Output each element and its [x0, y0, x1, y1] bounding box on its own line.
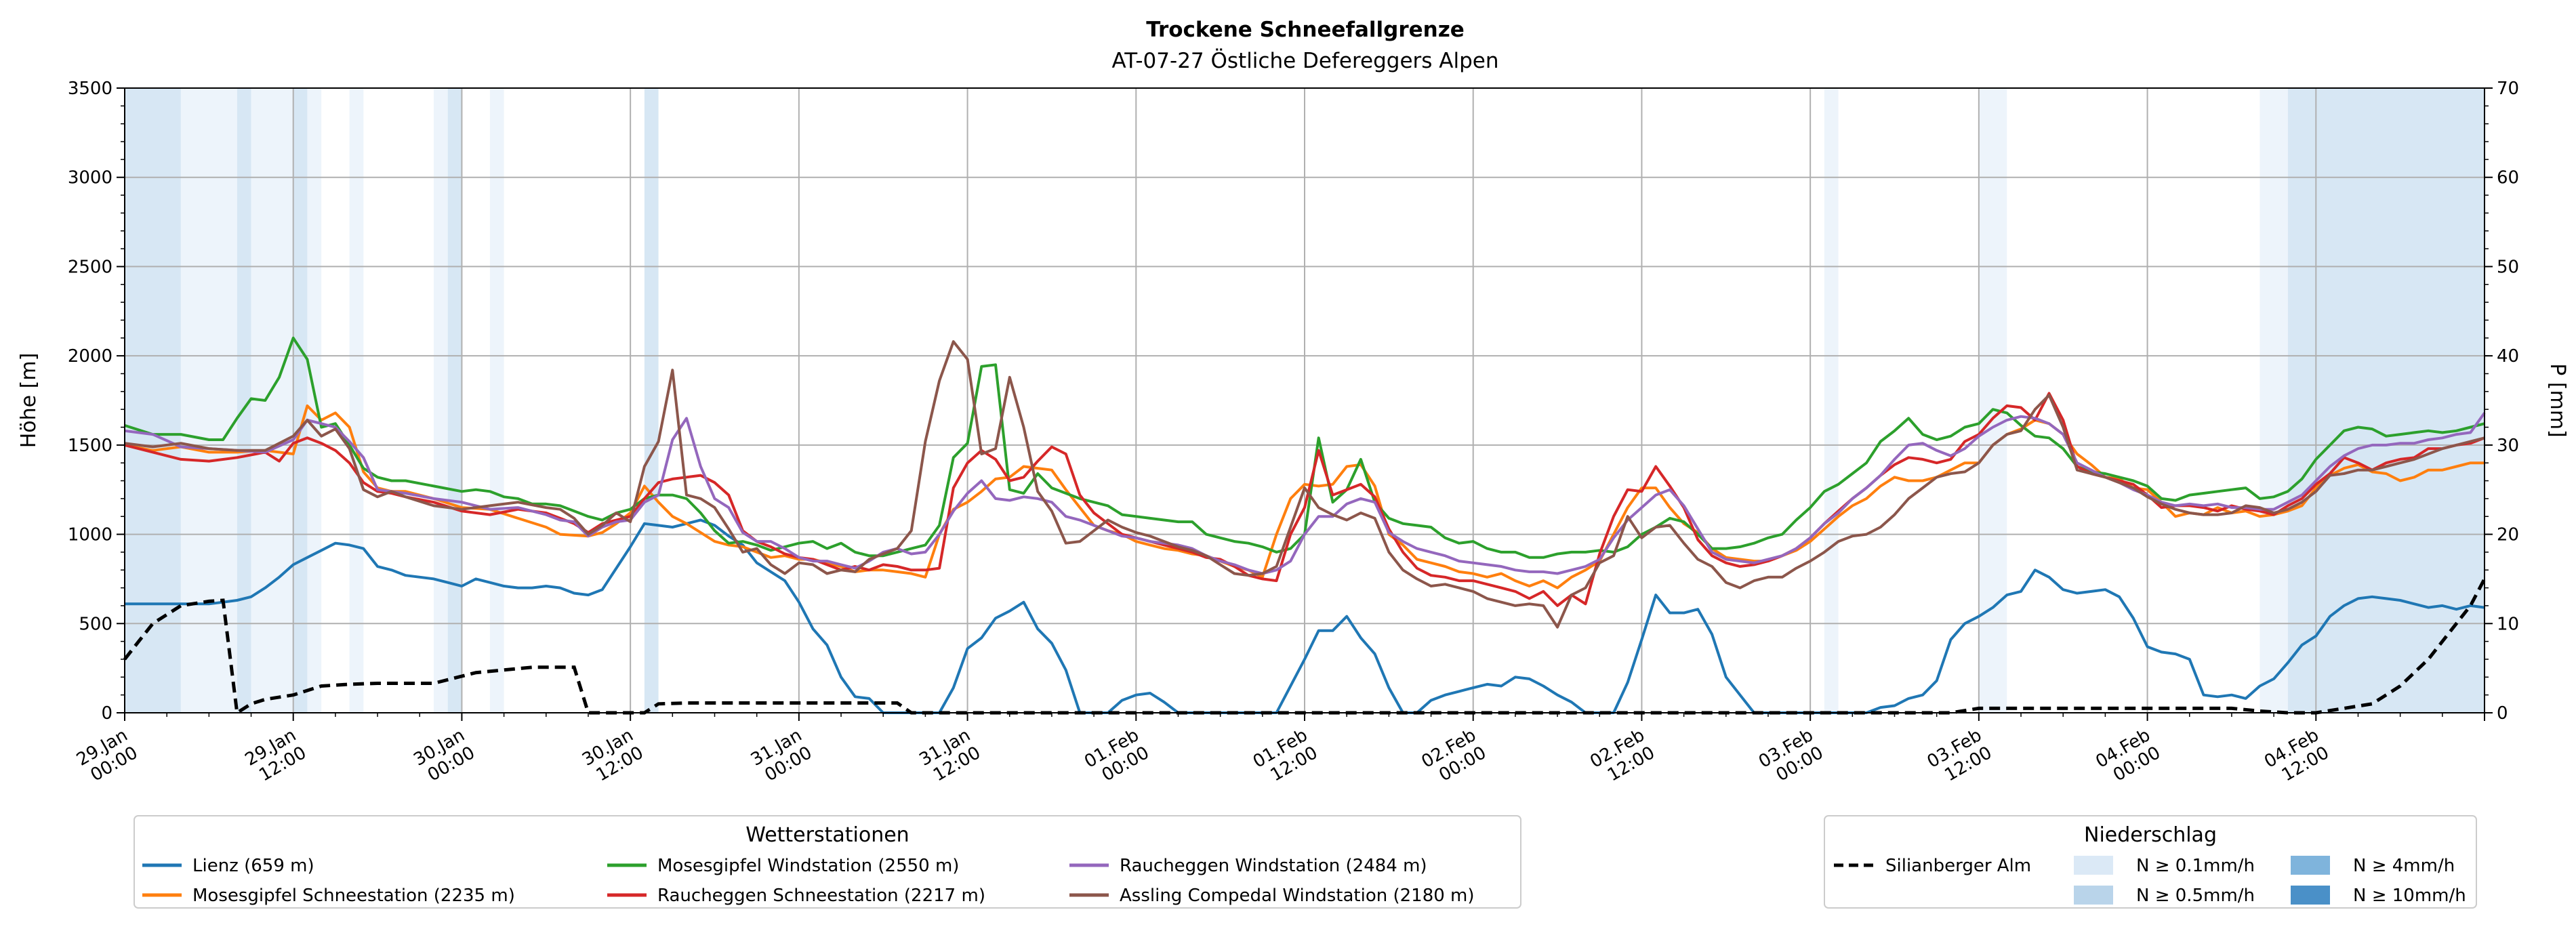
y-tick-label: 1000 — [68, 525, 113, 545]
legend-precip-line-label: Silianberger Alm — [1885, 856, 2031, 876]
precip-band — [447, 88, 462, 713]
y2-tick-label: 50 — [2497, 257, 2519, 277]
legend-precip-swatch — [2074, 886, 2113, 905]
y2-axis-ticks: 0 10 20 30 40 50 60 70 — [2485, 79, 2519, 724]
precip-band — [180, 88, 237, 713]
precip-band — [293, 88, 308, 713]
legend-station-label: Mosesgipfel Windstation (2550 m) — [657, 856, 959, 876]
legend-stations: Wetterstationen Lienz (659 m) Mosesgipfel… — [134, 815, 1521, 909]
y-axis-ticks: 0 500 1000 1500 2000 2500 3000 3500 — [68, 79, 125, 724]
precip-band — [307, 88, 322, 713]
legend-stations-title: Wetterstationen — [745, 823, 909, 847]
y2-tick-label: 10 — [2497, 614, 2519, 634]
precip-band — [489, 88, 504, 713]
y-tick-label: 500 — [79, 614, 113, 634]
y-tick-label: 0 — [101, 703, 113, 724]
precip-band — [1978, 88, 2007, 713]
precip-band — [2287, 88, 2485, 713]
y-tick-label: 1500 — [68, 436, 113, 456]
y2-tick-label: 20 — [2497, 525, 2519, 545]
legend-precip-title: Niederschlag — [2084, 823, 2217, 847]
legend-precip: Niederschlag Silianberger Alm N ≥ 0.1mm/… — [1824, 815, 2477, 909]
legend-precip-swatch — [2291, 886, 2330, 905]
y-tick-label: 2000 — [68, 346, 113, 367]
precip-band — [125, 88, 181, 713]
legend-precip-box — [1824, 815, 2477, 909]
legend-precip-label: N ≥ 0.1mm/h — [2136, 856, 2255, 876]
legend-stations-box — [134, 815, 1521, 909]
y-tick-label: 2500 — [68, 257, 113, 277]
precip-band — [2260, 88, 2288, 713]
station-series — [124, 336, 2486, 714]
y-tick-label: 3000 — [68, 168, 113, 188]
series-line — [124, 404, 2485, 589]
y2-tick-label: 60 — [2497, 168, 2519, 188]
y2-tick-label: 30 — [2497, 436, 2519, 456]
legend-precip-swatch — [2291, 856, 2330, 875]
series-line — [124, 336, 2485, 559]
y2-tick-label: 70 — [2497, 79, 2519, 99]
precip-band — [349, 88, 364, 713]
precip-band — [644, 88, 659, 713]
legend-station-label: Lienz (659 m) — [192, 856, 314, 876]
y2-tick-label: 0 — [2497, 703, 2508, 724]
precip-band — [1824, 88, 1839, 713]
legend-precip-label: N ≥ 0.5mm/h — [2136, 886, 2255, 906]
legend-precip-swatch — [2074, 856, 2113, 875]
series-line — [124, 340, 2485, 629]
chart-title: Trockene Schneefallgrenze — [1146, 18, 1465, 42]
legend-precip-label: N ≥ 10mm/h — [2353, 886, 2466, 906]
legend-station-label: Raucheggen Schneestation (2217 m) — [657, 886, 985, 906]
precipitation-bands — [125, 88, 2485, 713]
legend-station-label: Mosesgipfel Schneestation (2235 m) — [192, 886, 515, 906]
y-tick-label: 3500 — [68, 79, 113, 99]
y2-tick-label: 40 — [2497, 346, 2519, 367]
legend-station-label: Assling Compedal Windstation (2180 m) — [1120, 886, 1475, 906]
legend-station-label: Raucheggen Windstation (2484 m) — [1120, 856, 1427, 876]
chart-subtitle: AT-07-27 Östliche Defereggers Alpen — [1111, 48, 1498, 73]
precip-band — [237, 88, 251, 713]
y-axis-label: Höhe [m] — [17, 353, 41, 449]
series-line — [125, 518, 2485, 714]
precip-band — [433, 88, 448, 713]
legend-precip-label: N ≥ 4mm/h — [2353, 856, 2455, 876]
y2-axis-label: P [mm] — [2546, 363, 2569, 437]
